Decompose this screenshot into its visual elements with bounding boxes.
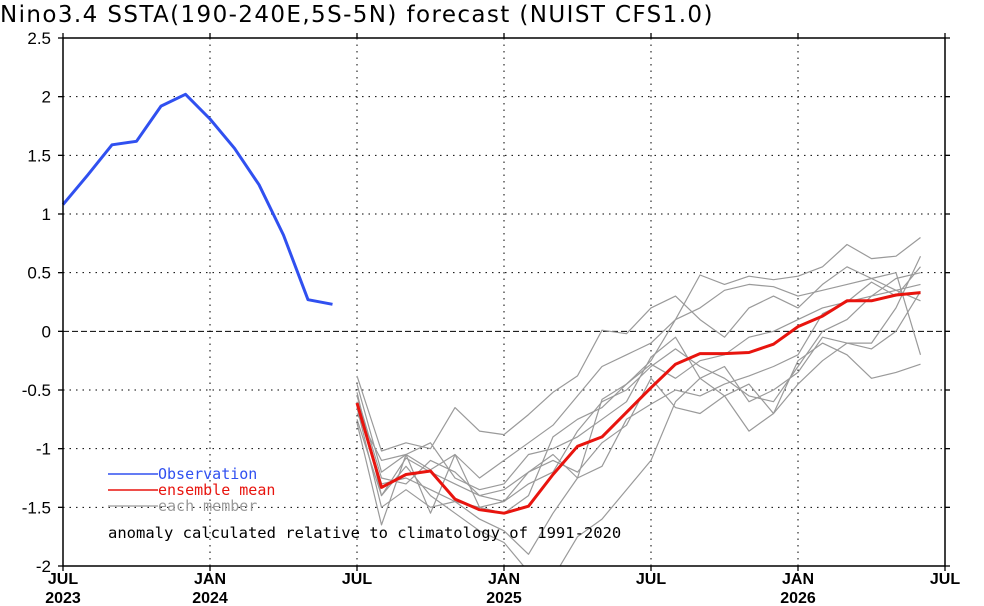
y-tick-label: -1.5	[22, 498, 51, 517]
member-line	[356, 272, 922, 497]
legend-label: each member	[158, 497, 257, 515]
ensemble-mean-line	[355, 291, 921, 515]
y-tick-label: 1	[42, 205, 51, 224]
grid-lines	[63, 38, 945, 566]
y-tick-label: -2	[36, 557, 51, 576]
y-tick-label: 0	[42, 322, 51, 341]
legend-label: ensemble mean	[158, 481, 275, 499]
y-tick-labels: 2.5 2 1.5 1 0.5 0 -0.5 -1 -1.5 -2	[22, 29, 51, 576]
x-tick-label-month: JAN	[194, 571, 226, 588]
member-line	[356, 255, 922, 491]
x-tick-label-year: 2024	[192, 590, 228, 606]
x-tick-label-year: 2026	[780, 590, 816, 606]
member-line	[356, 272, 921, 503]
y-tick-label: 2.5	[27, 29, 51, 48]
x-tick-label-month: JUL	[636, 571, 666, 588]
climatology-note: anomaly calculated relative to climatolo…	[108, 524, 621, 542]
x-tick-label-year: 2025	[486, 590, 522, 606]
y-tick-label: 2	[42, 88, 51, 107]
member-line	[356, 266, 921, 452]
y-tick-label: -0.5	[22, 381, 51, 400]
x-tick-label-month: JUL	[48, 571, 78, 588]
member-line	[356, 342, 921, 526]
ensemble-mean-line-group	[355, 291, 921, 515]
x-tick-label-month: JUL	[342, 571, 372, 588]
plot-frame	[58, 33, 950, 571]
x-tick-label-month: JAN	[488, 571, 520, 588]
member-line	[356, 237, 921, 479]
x-tick-label-year: 2023	[45, 590, 81, 606]
y-tick-label: 0.5	[27, 264, 51, 283]
y-tick-label: -1	[36, 440, 51, 459]
observation-line	[61, 92, 333, 306]
member-line	[356, 283, 921, 514]
member-line	[356, 291, 922, 566]
legend-label: Observation	[158, 465, 257, 483]
x-tick-label-month: JAN	[782, 571, 814, 588]
y-tick-label: 1.5	[27, 146, 51, 165]
x-tick-labels: JUL 2023 JAN 2024 JUL JAN 2025 JUL JAN 2026 JUL	[45, 571, 960, 606]
x-tick-label-month: JUL	[930, 571, 960, 588]
member-line	[356, 266, 921, 555]
chart-title: Nino3.4 SSTA(190-240E,5S-5N) forecast (N…	[0, 2, 714, 28]
observation-line-group	[61, 92, 333, 306]
